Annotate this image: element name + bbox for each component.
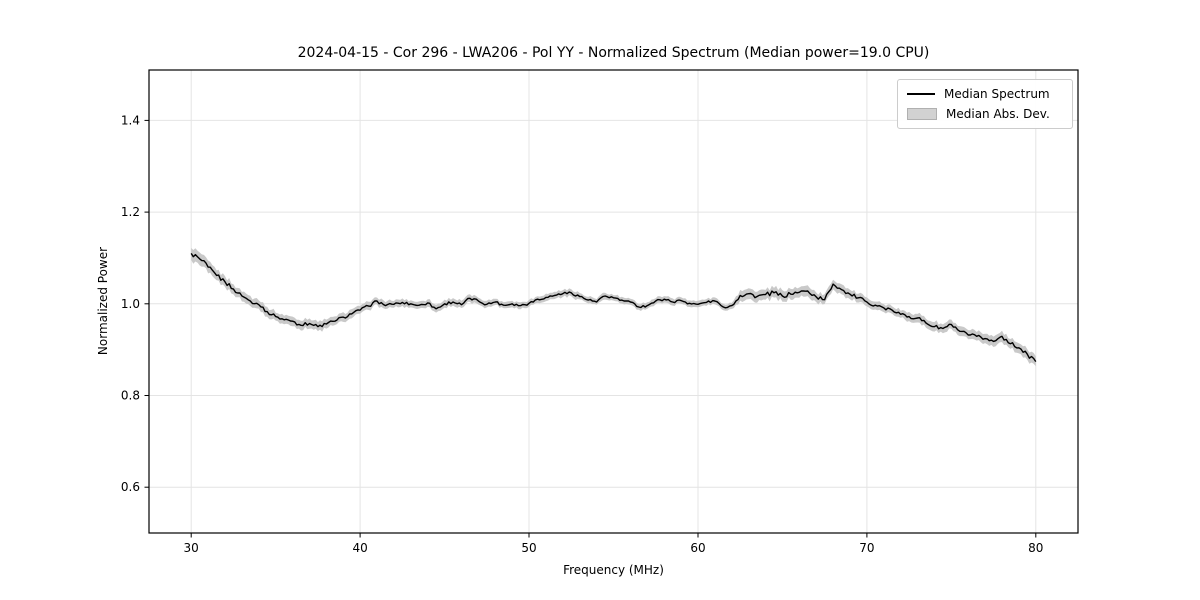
legend: Median Spectrum Median Abs. Dev. (897, 79, 1073, 129)
x-axis-label: Frequency (MHz) (563, 563, 664, 577)
x-tick-label: 70 (859, 541, 874, 555)
y-tick-label: 0.6 (121, 480, 140, 494)
legend-entry-median-abs-dev: Median Abs. Dev. (907, 107, 1063, 121)
legend-band-swatch-icon (907, 108, 937, 120)
y-axis-label: Normalized Power (96, 246, 110, 356)
plot-frame (148, 69, 1079, 534)
x-tick-label: 40 (352, 541, 367, 555)
legend-label: Median Spectrum (944, 87, 1050, 101)
x-tick-label: 60 (690, 541, 705, 555)
y-tick-label: 1.2 (121, 205, 140, 219)
mad-band (191, 247, 1036, 367)
y-tick-label: 1.0 (121, 297, 140, 311)
legend-label: Median Abs. Dev. (946, 107, 1050, 121)
chart-title: 2024-04-15 - Cor 296 - LWA206 - Pol YY -… (297, 45, 930, 61)
x-tick-label: 80 (1028, 541, 1043, 555)
y-tick-label: 1.4 (121, 113, 140, 127)
y-tick-label: 0.8 (121, 389, 140, 403)
legend-entry-median-spectrum: Median Spectrum (907, 87, 1063, 101)
x-tick-label: 50 (521, 541, 536, 555)
median-spectrum-line (190, 253, 1037, 362)
x-tick-label: 30 (184, 541, 199, 555)
legend-line-swatch-icon (907, 93, 935, 95)
